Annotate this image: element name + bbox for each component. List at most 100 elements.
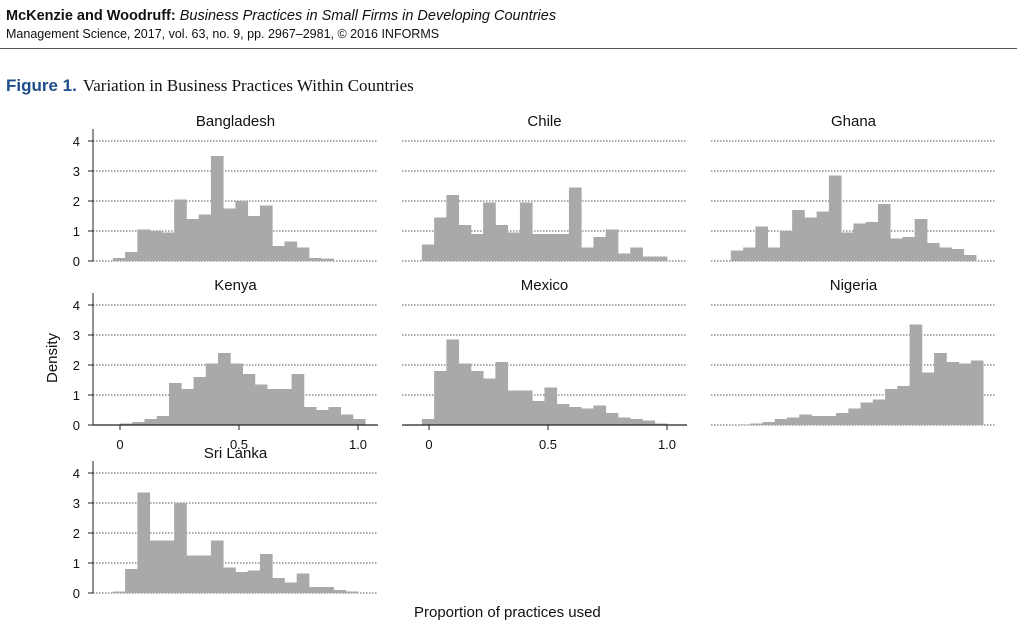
histogram-bar <box>352 419 366 425</box>
histogram-bar <box>291 374 305 425</box>
histogram-bar <box>328 407 342 425</box>
page-header: McKenzie and Woodruff: Business Practice… <box>6 7 556 43</box>
histogram-bar <box>507 390 521 425</box>
histogram-bar <box>446 339 460 425</box>
histogram-bar <box>198 214 212 261</box>
histogram-bar <box>872 399 886 425</box>
histogram-bar <box>914 219 928 261</box>
histogram-bar <box>247 216 261 261</box>
histogram-bar <box>421 244 435 261</box>
histogram-bar <box>581 247 594 261</box>
header-authors: McKenzie and Woodruff: <box>6 8 176 24</box>
histogram-bar <box>605 229 619 261</box>
histogram-bar <box>247 570 261 593</box>
histogram-bar <box>779 231 793 261</box>
histogram-bar <box>193 377 207 425</box>
header-paper-title: Business Practices in Small Firms in Dev… <box>179 8 557 24</box>
histogram-bar <box>259 554 273 593</box>
histogram-bar <box>519 390 533 425</box>
histogram-bar <box>750 423 763 425</box>
y-tick-label: 3 <box>73 328 80 343</box>
histogram-bar <box>267 389 280 425</box>
histogram-bar <box>446 195 460 261</box>
histogram-bar <box>897 386 910 425</box>
histogram-bar <box>421 419 435 425</box>
histogram-bar <box>112 258 126 261</box>
histogram-bar <box>279 389 292 425</box>
histogram-bar <box>125 569 138 593</box>
histogram-bar <box>787 417 800 425</box>
histogram-bar <box>921 372 935 425</box>
panel-title: Ghana <box>831 113 877 130</box>
histogram-bar <box>181 389 194 425</box>
histogram-bar <box>762 422 776 425</box>
header-rule <box>0 48 1017 49</box>
histogram-bar <box>308 258 322 261</box>
x-tick-label: 1.0 <box>349 437 367 452</box>
histogram-bar <box>132 422 145 425</box>
histogram-bar <box>836 413 849 425</box>
histogram-bar <box>848 408 861 425</box>
histogram-bar <box>853 223 867 261</box>
histogram-bar <box>963 255 977 261</box>
histogram-bar <box>210 540 224 593</box>
histogram-bar <box>186 555 200 593</box>
x-tick-label: 0.5 <box>230 437 248 452</box>
histogram-bar <box>507 232 521 261</box>
histogram-bar <box>458 363 472 425</box>
y-tick-label: 4 <box>73 466 80 481</box>
histogram-bar <box>828 175 842 261</box>
histogram-bar <box>811 416 825 425</box>
histogram-bar <box>909 324 923 425</box>
histogram-bar <box>902 237 916 261</box>
histogram-bar <box>581 408 594 425</box>
y-tick-label: 0 <box>73 418 80 433</box>
histogram-bar <box>161 232 175 261</box>
histogram-bar <box>946 362 960 425</box>
histogram-bar <box>303 407 317 425</box>
histogram-bar <box>774 419 788 425</box>
histogram-bar <box>532 234 545 261</box>
histogram-bar <box>605 413 619 425</box>
histogram-bar <box>617 417 631 425</box>
histogram-bar <box>654 423 668 425</box>
y-tick-label: 0 <box>73 254 80 269</box>
histogram-bar <box>321 258 334 261</box>
histogram-bar <box>483 378 496 425</box>
histogram-bar <box>630 419 643 425</box>
histogram-bar <box>939 247 952 261</box>
y-tick-label: 0 <box>73 586 80 601</box>
histogram-bar <box>495 362 509 425</box>
histogram-bar <box>198 555 212 593</box>
histogram-bar <box>149 540 163 593</box>
histogram-bar <box>434 371 447 425</box>
histogram-bar <box>210 156 224 261</box>
histogram-bar <box>149 231 163 261</box>
histogram-bar <box>235 201 249 261</box>
histogram-bar <box>495 225 509 261</box>
histogram-bar <box>272 578 285 593</box>
histogram-bar <box>890 238 903 261</box>
histogram-bar <box>259 205 273 261</box>
histogram-bar <box>792 210 805 261</box>
y-tick-label: 1 <box>73 388 80 403</box>
histogram-bar <box>877 204 891 261</box>
histogram-bar <box>333 590 347 593</box>
histogram-bar <box>174 199 187 261</box>
x-tick-label: 1.0 <box>658 437 676 452</box>
y-tick-label: 3 <box>73 496 80 511</box>
histogram-bar <box>242 374 256 425</box>
header-citation: Management Science, 2017, vol. 63, no. 9… <box>6 27 440 41</box>
y-axis-label: Density <box>44 332 61 383</box>
histogram-bar <box>169 383 182 425</box>
histogram-bar <box>296 573 310 593</box>
histogram-bar <box>174 503 187 593</box>
histogram-bar <box>470 371 484 425</box>
histogram-bar <box>568 187 582 261</box>
histogram-bar <box>235 572 249 593</box>
histogram-bar <box>532 401 545 425</box>
histogram-bar <box>743 247 756 261</box>
panel-title: Nigeria <box>830 277 878 294</box>
histogram-bar <box>642 256 656 261</box>
